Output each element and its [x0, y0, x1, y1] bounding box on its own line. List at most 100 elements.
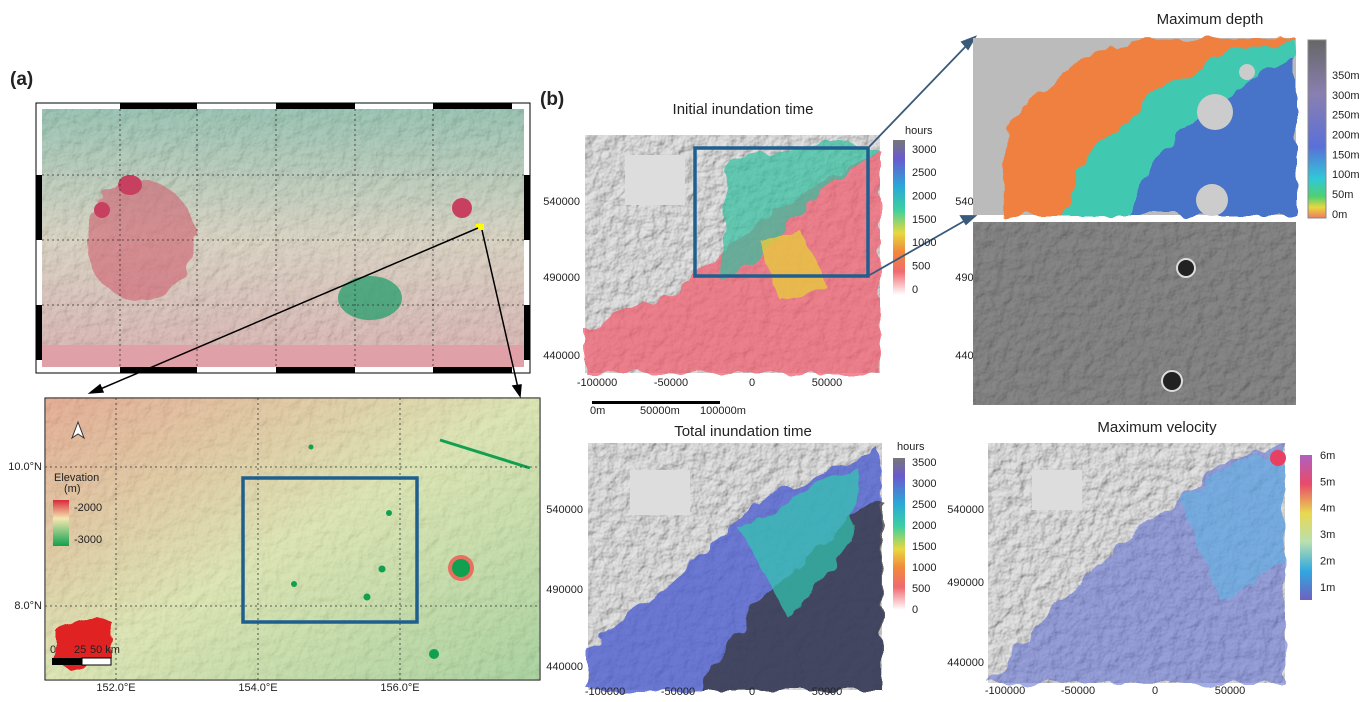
scale-label: 50 km	[90, 644, 120, 656]
colorbar-label: 2500	[912, 499, 936, 511]
regional-map-shape	[82, 658, 111, 665]
initial-map-shape	[592, 401, 720, 404]
y-tick-label: 440000	[546, 661, 583, 673]
regional-map-shape	[379, 566, 386, 573]
regional-map-shape	[364, 594, 371, 601]
x-tick-label: 0	[1152, 685, 1158, 697]
legend-label: -2000	[74, 502, 102, 514]
regional-map-shape	[291, 581, 297, 587]
lon-label: 156.0°E	[380, 682, 419, 694]
colorbar-label: 3m	[1320, 529, 1335, 541]
colorbar-label: 0	[912, 284, 918, 296]
colorbar-label: 500	[912, 261, 930, 273]
colorbar-label: 1m	[1320, 582, 1335, 594]
lat-label: 8.0°N	[14, 600, 42, 612]
colorbar-unit: hours	[897, 441, 925, 453]
panel-title: Maximum depth	[1157, 11, 1264, 28]
regional-map-shape	[45, 398, 540, 680]
x-tick-label: 50000	[812, 686, 843, 697]
lon-label: 154.0°E	[238, 682, 277, 694]
lon-label: 152.0°E	[96, 682, 135, 694]
colorbar-label: 3500	[912, 457, 936, 469]
x-tick-label: 0	[749, 377, 755, 389]
lat-label: 10.0°N	[8, 461, 42, 473]
x-tick-label: 0	[749, 686, 755, 697]
legend-label: -3000	[74, 534, 102, 546]
x-tick-label: -50000	[661, 686, 695, 697]
depth-map-shape	[1239, 64, 1255, 80]
panel-title: Total inundation time	[674, 423, 812, 440]
initial-map-shape	[893, 140, 905, 295]
colorbar-label: 0	[912, 604, 918, 616]
colorbar-label: 3000	[912, 144, 936, 156]
scale-label: 0m	[590, 405, 605, 417]
depth-map-shape	[1196, 184, 1228, 216]
x-tick-label: -50000	[1061, 685, 1095, 697]
y-tick-label: 540000	[546, 504, 583, 516]
colorbar-label: 3000	[912, 478, 936, 490]
initial-map	[585, 135, 905, 404]
colorbar-label: 100m	[1332, 169, 1360, 181]
callout-arrow-shape	[513, 385, 521, 396]
total-map-shape	[630, 470, 690, 515]
scale-label: 0	[50, 644, 56, 656]
legend-unit: (m)	[64, 483, 81, 495]
global-map-shape	[452, 198, 472, 218]
y-tick-label: 440000	[543, 350, 580, 362]
velocity-map-shape	[1032, 470, 1082, 510]
y-tick-label: 490000	[546, 584, 583, 596]
x-tick-label: -50000	[654, 377, 688, 389]
colorbar-label: 350m	[1332, 70, 1360, 82]
regional-map-shape	[386, 510, 392, 516]
velocity-map-shape	[1270, 450, 1286, 466]
colorbar-label: 300m	[1332, 90, 1360, 102]
colorbar-label: 2000	[912, 191, 936, 203]
colorbar-label: 1500	[912, 541, 936, 553]
y-tick-label: 490000	[543, 272, 580, 284]
velocity-map	[988, 443, 1312, 683]
colorbar-label: 250m	[1332, 110, 1360, 122]
colorbar-label: 0m	[1332, 209, 1347, 221]
total-map-shape	[893, 458, 905, 610]
depth-map-shape	[1162, 371, 1182, 391]
x-tick-label: 50000	[1215, 685, 1246, 697]
global-map-shape	[118, 175, 142, 195]
panel-title: Maximum velocity	[1097, 419, 1217, 436]
scale-label: 25	[74, 644, 86, 656]
colorbar-unit: hours	[905, 125, 933, 137]
depth-map	[973, 38, 1326, 405]
depth-map-shape	[1308, 40, 1326, 218]
y-tick-label: 490000	[947, 577, 984, 589]
total-map	[588, 443, 905, 690]
scale-label: 100000m	[700, 405, 746, 417]
colorbar-label: 2m	[1320, 556, 1335, 568]
colorbar-label: 1000	[912, 237, 936, 249]
colorbar-label: 2000	[912, 520, 936, 532]
global-map-shape	[42, 345, 524, 367]
y-tick-label: 440000	[947, 657, 984, 669]
colorbar-label: 150m	[1332, 149, 1360, 161]
colorbar-label: 2500	[912, 167, 936, 179]
regional-map	[45, 398, 540, 680]
x-tick-label: -100000	[985, 685, 1025, 697]
panel-label: (b)	[540, 89, 564, 110]
figure: 540000490000440000 (a)10.0°N8.0°N152.0°E…	[0, 0, 1363, 697]
depth-map-shape	[1177, 259, 1195, 277]
y-tick-label: 540000	[543, 196, 580, 208]
global-map-shape	[338, 276, 402, 320]
colorbar-label: 5m	[1320, 476, 1335, 488]
colorbar-label: 4m	[1320, 503, 1335, 515]
colorbar-label: 6m	[1320, 450, 1335, 462]
callout-arrow-shape	[90, 385, 103, 393]
depth-map-shape	[973, 222, 1296, 405]
colorbar-label: 1500	[912, 214, 936, 226]
regional-map-shape	[309, 445, 314, 450]
regional-map-shape	[452, 559, 470, 577]
callout-arrow-shape	[961, 216, 975, 224]
x-tick-label: -100000	[577, 377, 617, 389]
regional-map-shape	[429, 649, 439, 659]
regional-map-shape	[52, 658, 82, 665]
page: {"panel_a": {"label": "(a)", "lat_labels…	[0, 0, 1363, 697]
scale-label: 50000m	[640, 405, 680, 417]
colorbar-label: 50m	[1332, 189, 1353, 201]
